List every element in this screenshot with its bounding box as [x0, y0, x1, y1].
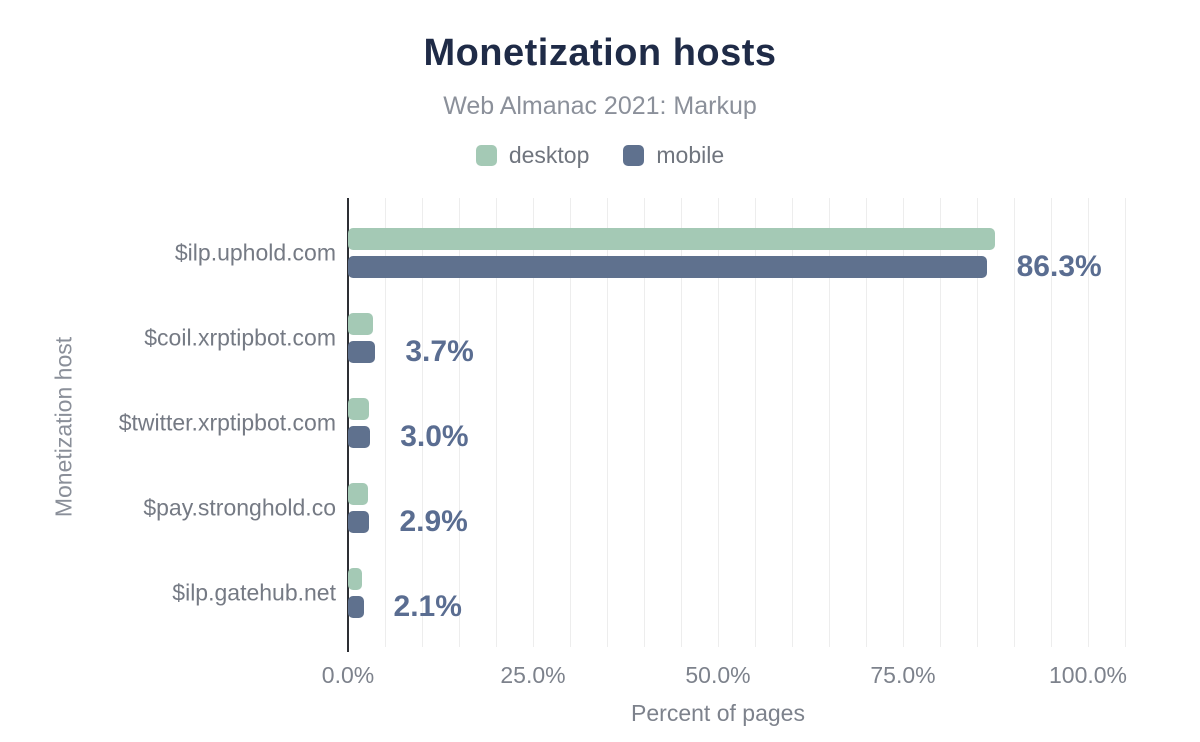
grid-line: [755, 198, 756, 647]
bar-mobile[interactable]: [348, 511, 370, 533]
grid-line: [385, 198, 386, 647]
y-axis-line: [347, 198, 349, 652]
grid-line: [1125, 198, 1126, 647]
chart-title: Monetization hosts: [423, 32, 777, 74]
category-label: $twitter.xrptipbot.com: [118, 409, 336, 436]
category-label: $coil.xrptipbot.com: [144, 324, 336, 351]
bar-mobile[interactable]: [348, 596, 364, 618]
bar-desktop[interactable]: [348, 483, 368, 505]
grid-line: [866, 198, 867, 647]
grid-line: [681, 198, 682, 647]
grid-line: [940, 198, 941, 647]
y-axis-title: Monetization host: [50, 336, 77, 518]
bar-mobile[interactable]: [348, 341, 376, 363]
bar-mobile[interactable]: [348, 256, 987, 278]
grid-line: [1088, 198, 1089, 647]
grid-line: [718, 198, 719, 647]
category-label: $ilp.uphold.com: [174, 239, 336, 266]
bar-mobile[interactable]: [348, 426, 371, 448]
bar-desktop[interactable]: [348, 568, 363, 590]
legend-item-mobile[interactable]: mobile: [623, 142, 724, 169]
bar-desktop[interactable]: [348, 313, 374, 335]
grid-line: [829, 198, 830, 647]
x-axis-title: Percent of pages: [631, 700, 805, 726]
x-tick-label: 100.0%: [1048, 662, 1128, 688]
legend: desktop mobile: [0, 142, 1200, 169]
grid-line: [644, 198, 645, 647]
data-label: 2.9%: [399, 505, 468, 538]
bar-desktop[interactable]: [348, 398, 370, 420]
grid-line: [533, 198, 534, 647]
category-label: $pay.stronghold.co: [143, 494, 336, 521]
grid-line: [1051, 198, 1052, 647]
grid-line: [422, 198, 423, 647]
legend-label-desktop: desktop: [508, 142, 590, 168]
category-label: $ilp.gatehub.net: [172, 579, 336, 606]
legend-item-desktop[interactable]: desktop: [475, 142, 590, 169]
grid-line: [570, 198, 571, 647]
grid-line: [977, 198, 978, 647]
grid-line: [903, 198, 904, 647]
x-tick-label: 0.0%: [321, 662, 375, 688]
grid-line: [496, 198, 497, 647]
data-label: 2.1%: [393, 590, 462, 623]
grid-line: [1014, 198, 1015, 647]
data-label: 86.3%: [1016, 250, 1102, 283]
desktop-swatch-icon: [475, 145, 497, 166]
x-tick-label: 25.0%: [500, 662, 566, 688]
grid-line: [607, 198, 608, 647]
grid-line: [459, 198, 460, 647]
mobile-swatch-icon: [623, 145, 645, 166]
x-tick-label: 75.0%: [870, 662, 936, 688]
x-tick-label: 50.0%: [685, 662, 751, 688]
data-label: 3.7%: [405, 335, 474, 368]
plot-area: 86.3% 3.7% 3.0% 2.9% 2.1%: [347, 198, 1140, 655]
grid-line: [792, 198, 793, 647]
legend-label-mobile: mobile: [656, 142, 725, 168]
data-label: 3.0%: [400, 420, 469, 453]
chart-subtitle: Web Almanac 2021: Markup: [443, 92, 757, 120]
bar-desktop[interactable]: [348, 228, 995, 250]
